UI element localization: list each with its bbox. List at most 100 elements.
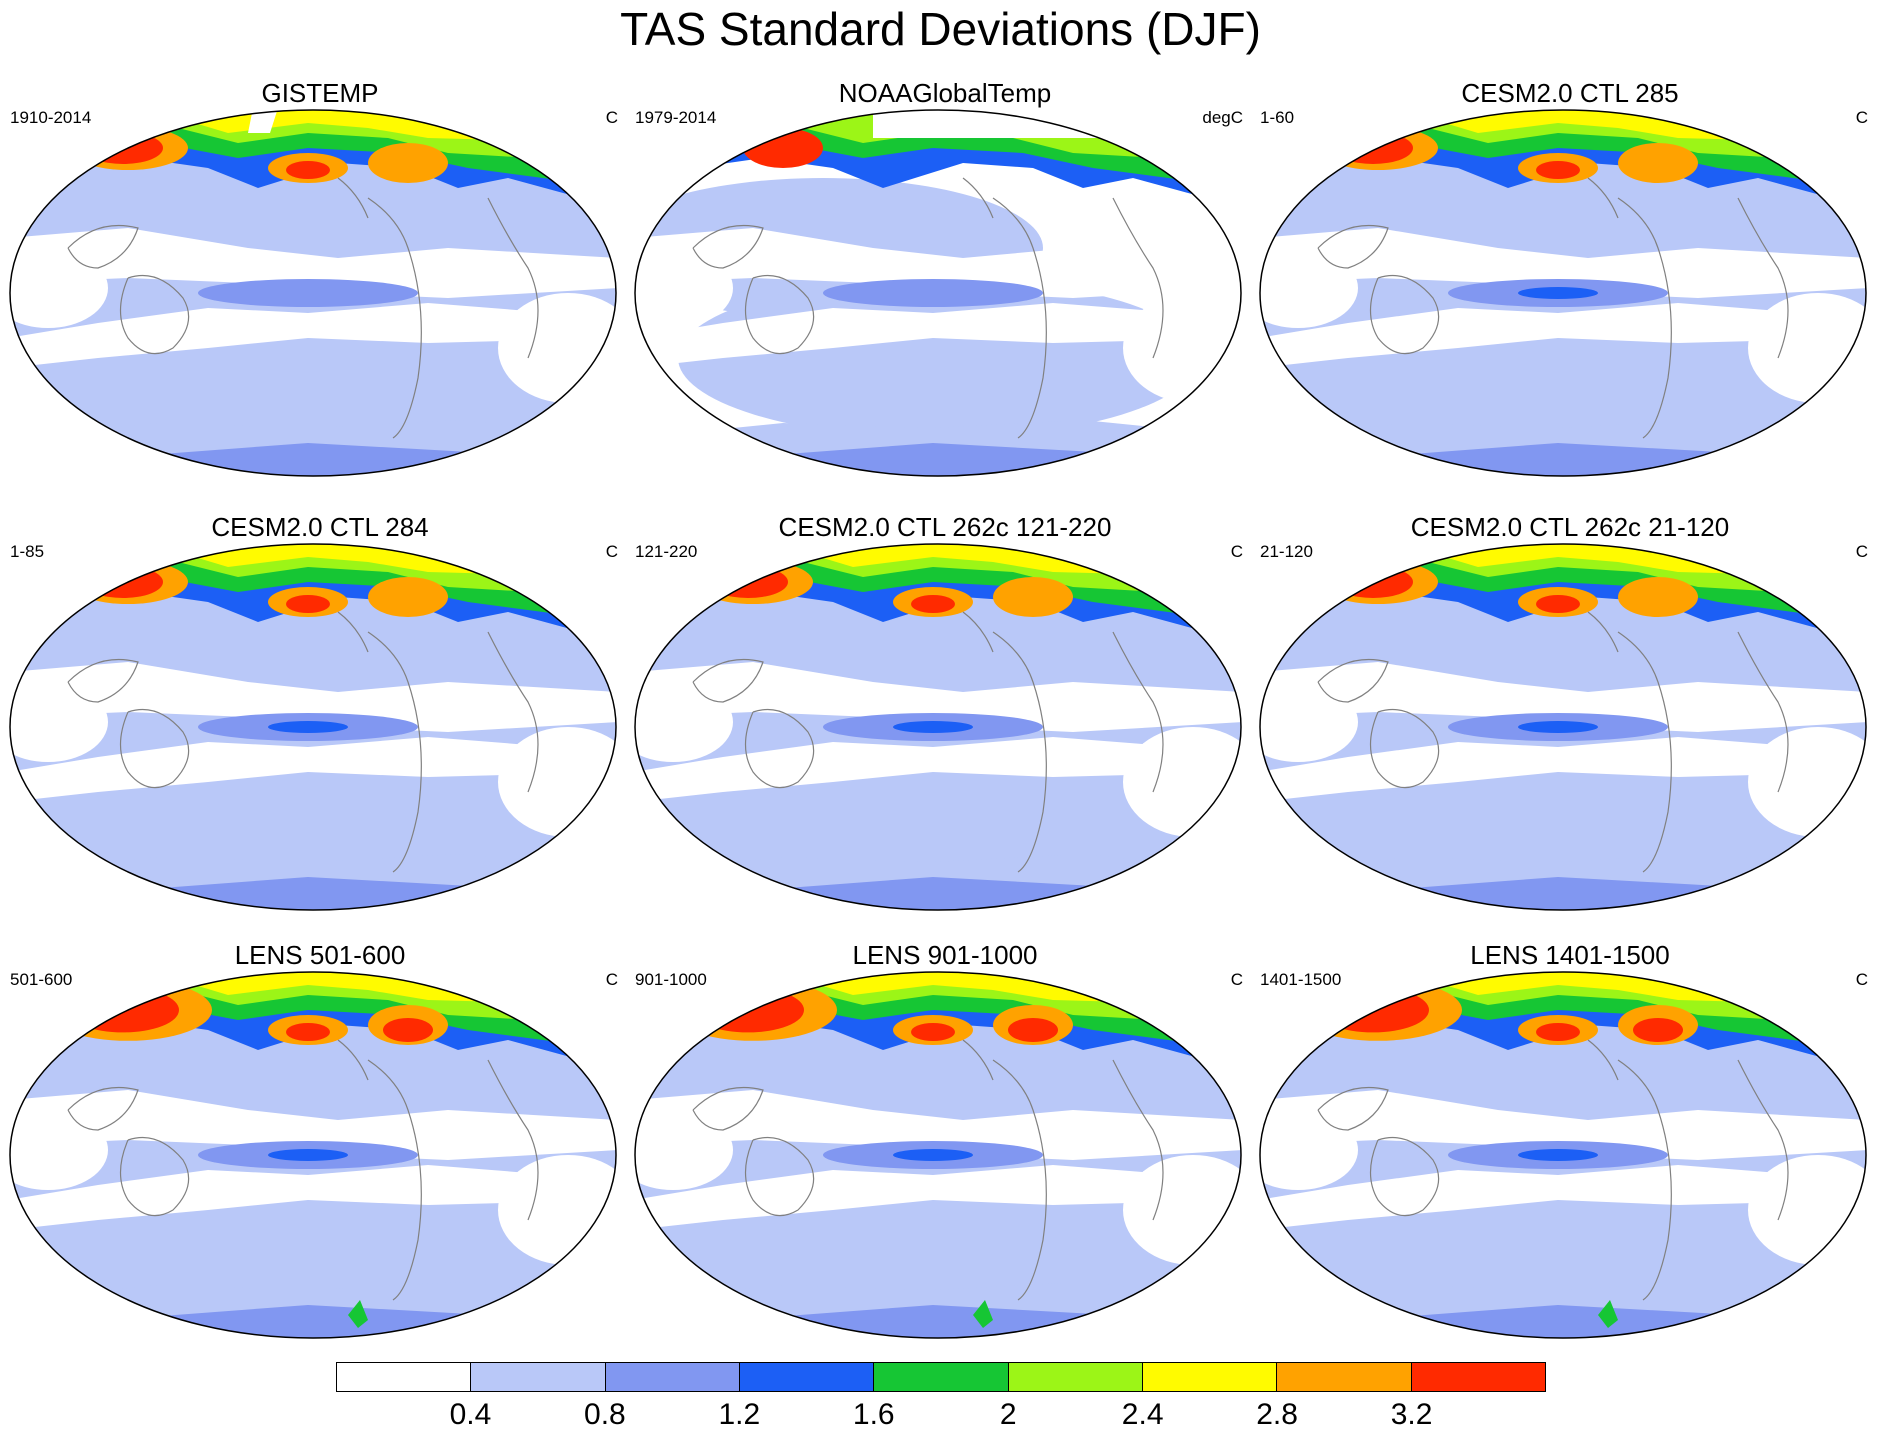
canada-orange: [1618, 143, 1698, 183]
colorbar-label: 1.6: [852, 1398, 895, 1431]
alaska-red: [286, 161, 330, 179]
colorbar-box-5: [1008, 1363, 1143, 1391]
coastlines: [692, 1039, 1164, 1301]
map-panel: CESM2.0 CTL 262c 21-120 21-120 C: [1258, 512, 1881, 912]
map-outline: [634, 109, 1242, 477]
map-panel: CESM2.0 CTL 285 1-60 C: [1258, 78, 1881, 478]
siberia-red: [1333, 566, 1413, 598]
siberia-red: [1333, 132, 1413, 164]
indian-ocean-patch: [1260, 248, 1358, 328]
panel-title: LENS 501-600: [234, 940, 406, 970]
panel-units: C: [1855, 108, 1868, 127]
enso-core: [1518, 1149, 1598, 1161]
tropical-band: [10, 228, 616, 298]
map-3: [9, 543, 617, 911]
subtropical-band: [635, 303, 1241, 368]
alaska-red: [911, 595, 955, 613]
alaska-red: [286, 595, 330, 613]
indian-ocean-patch: [635, 248, 733, 328]
indian-ocean-patch: [10, 1110, 108, 1190]
panel-units: C: [605, 542, 618, 561]
canada-red: [1008, 1018, 1058, 1042]
siberia-red: [83, 566, 163, 598]
panel-units: degC: [1202, 108, 1243, 127]
canada-orange: [993, 577, 1073, 617]
canada-orange: [368, 143, 448, 183]
antarctic-peninsula: [348, 1300, 368, 1328]
panel-units: C: [605, 108, 618, 127]
enso-core: [1518, 287, 1598, 299]
subtropical-band: [1260, 303, 1866, 368]
indian-ocean-patch: [635, 1110, 733, 1190]
panel-period: 901-1000: [635, 970, 707, 989]
panel-title: LENS 1401-1500: [1470, 940, 1670, 970]
map-panel: LENS 501-600 501-600 C: [8, 940, 632, 1340]
colorbar-box-7: [1277, 1363, 1412, 1391]
map-0: [9, 109, 617, 477]
map-outline: [9, 109, 617, 477]
panel-period: 1979-2014: [635, 108, 717, 127]
antarctic-peninsula: [1598, 1300, 1618, 1328]
siberia-red: [743, 128, 823, 168]
colorbar-box-0: [337, 1363, 472, 1391]
subtropical-band: [635, 737, 1241, 802]
missing-data: [248, 110, 278, 133]
indian-ocean-patch: [10, 682, 108, 762]
colorbar-box-2: [605, 1363, 740, 1391]
tropical-band: [1260, 1090, 1866, 1160]
colorbar-box-4: [874, 1363, 1009, 1391]
map-7: [634, 971, 1242, 1339]
map-8: [1259, 971, 1867, 1339]
map-outline: [9, 543, 617, 911]
panel-title: CESM2.0 CTL 285: [1461, 78, 1679, 108]
alaska-red: [1536, 595, 1580, 613]
map-outline: [1259, 971, 1867, 1339]
indian-ocean-patch: [1260, 1110, 1358, 1190]
panel-period: 1-60: [1260, 108, 1295, 127]
panel-units: C: [1230, 970, 1243, 989]
colorbar-label: 0.8: [584, 1398, 626, 1431]
panel-units: C: [1230, 542, 1243, 561]
alaska-red: [1536, 161, 1580, 179]
colorbar-box-8: [1411, 1363, 1545, 1391]
map-2: [1259, 109, 1867, 477]
colorbar-box-1: [471, 1363, 606, 1391]
map-6: [9, 971, 617, 1339]
alaska-red: [1536, 1023, 1580, 1041]
map-4: [634, 543, 1242, 911]
coastlines: [67, 611, 539, 873]
subtropical-band: [10, 303, 616, 368]
coastlines: [67, 1039, 539, 1301]
map-panel: NOAAGlobalTemp 1979-2014 degC: [633, 78, 1257, 478]
tropical-band: [10, 1090, 616, 1160]
siberia-red: [67, 987, 179, 1033]
map-panel: GISTEMP 1910-2014 C: [8, 78, 632, 478]
alaska-red: [286, 1023, 330, 1041]
colorbar-label: 0.4: [449, 1398, 492, 1431]
colorbar-label: 1.2: [718, 1398, 761, 1431]
colorbar-box-3: [739, 1363, 875, 1391]
panel-title: NOAAGlobalTemp: [838, 78, 1052, 108]
coastlines: [1317, 177, 1789, 439]
panel-title: CESM2.0 CTL 262c 121-220: [778, 512, 1112, 542]
panel-period: 1910-2014: [10, 108, 92, 127]
map-outline: [1259, 109, 1867, 477]
canada-red: [383, 1018, 433, 1042]
colorbar-label: 2.4: [1121, 1398, 1164, 1431]
colorbar: [336, 1362, 1546, 1392]
colorbar-label: 2.8: [1256, 1398, 1298, 1431]
subtropical-band: [10, 737, 616, 802]
map-1: [634, 109, 1242, 477]
coastlines: [1317, 1039, 1789, 1301]
coastlines: [1317, 611, 1789, 873]
enso-core: [268, 1149, 348, 1161]
canada-orange: [368, 577, 448, 617]
indian-ocean-patch: [1260, 682, 1358, 762]
siberia-red: [83, 132, 163, 164]
coastlines: [67, 177, 539, 439]
enso-core: [893, 1149, 973, 1161]
map-panel: CESM2.0 CTL 262c 121-220 121-220 C: [633, 512, 1257, 912]
panel-units: C: [1855, 970, 1868, 989]
panel-title: CESM2.0 CTL 262c 21-120: [1410, 512, 1730, 542]
indian-ocean-patch: [10, 248, 108, 328]
